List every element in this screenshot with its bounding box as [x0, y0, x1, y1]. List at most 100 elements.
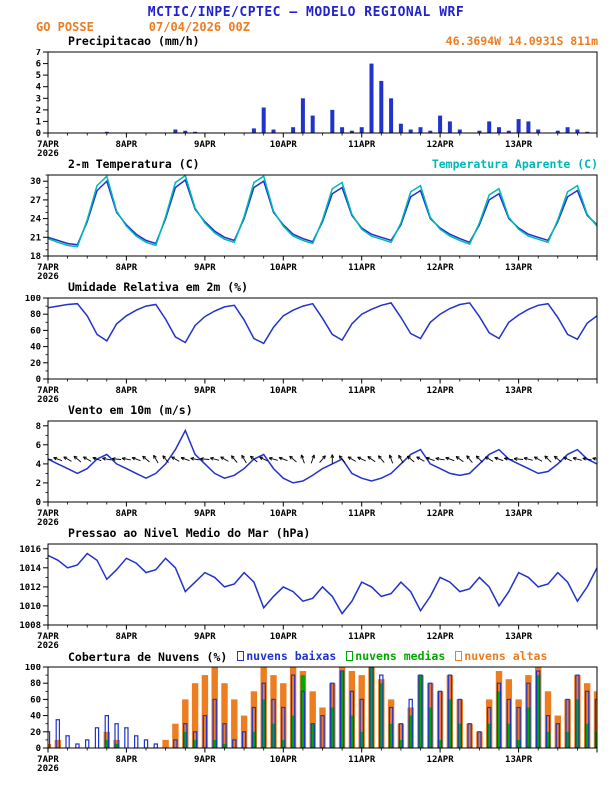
cloud-bar: [584, 723, 590, 748]
cloud-bar: [359, 731, 364, 748]
wind-barb-head-icon: [572, 456, 577, 459]
temperature-title: 2-m Temperatura (C): [68, 157, 200, 171]
wind-barb-icon: [494, 457, 504, 462]
cloud-bar: [545, 714, 551, 748]
page-header: MCTIC/INPE/CPTEC — MODELO REGIONAL WRF G…: [0, 5, 612, 34]
x-tick-label: 8APR: [116, 755, 138, 765]
x-tick-label: 12APR: [427, 509, 455, 519]
y-tick-label: 0: [36, 498, 41, 508]
wind-barb-head-icon: [142, 456, 145, 460]
precip-bar: [487, 121, 492, 133]
x-tick-label: 7APR: [37, 509, 59, 519]
cloud-bar: [271, 698, 276, 748]
legend-swatch-low-clouds-icon: [237, 651, 245, 661]
y-tick-label: 4: [36, 460, 42, 470]
precip-bar: [369, 63, 374, 133]
cloud-bar: [506, 698, 512, 748]
wind-barb-head-icon: [339, 455, 343, 458]
cloud-bar: [232, 739, 237, 748]
precip-bar: [251, 128, 256, 133]
legend-nuvens-medias: nuvens medias: [346, 649, 445, 663]
wind-title: Vento em 10m (m/s): [68, 403, 193, 417]
cloud-bar: [428, 707, 433, 748]
panel-temperature-header: 2-m Temperatura (C) Temperatura Aparente…: [0, 157, 612, 172]
cloud-bar: [192, 731, 198, 748]
series-line: [48, 552, 597, 615]
wind-barb-head-icon: [200, 457, 204, 460]
wind-barb-icon: [200, 458, 210, 460]
precip-bar: [555, 130, 560, 133]
cloud-bar: [182, 731, 188, 748]
wind-barb-head-icon: [466, 455, 469, 460]
cloud-bar: [388, 706, 394, 748]
cloud-bar: [320, 714, 325, 748]
wind-barb-head-icon: [357, 456, 361, 461]
precip-bar: [506, 130, 511, 133]
plot-frame: [47, 174, 598, 257]
x-tick-label: 9APR: [194, 755, 216, 765]
cloud-bar: [114, 723, 119, 748]
wind-barb-icon: [475, 455, 483, 463]
cloud-bar: [261, 699, 266, 748]
wind-barb-head-icon: [200, 458, 204, 461]
station-name: GO POSSE: [36, 20, 94, 34]
wind-barb-head-icon: [572, 457, 576, 461]
wind-barb-icon: [73, 455, 82, 463]
wind-barb-head-icon: [533, 456, 537, 460]
cloud-bar: [496, 691, 502, 748]
cloud-bar: [192, 739, 198, 748]
cloud-bar: [496, 682, 502, 748]
precip-bar: [536, 129, 541, 133]
wind-barb-icon: [153, 454, 159, 464]
y-tick-label: 27: [30, 196, 41, 206]
cloud-bar: [65, 735, 70, 748]
wind-barb-icon: [445, 457, 455, 462]
wind-barb-icon: [131, 457, 141, 462]
x-tick-label: 11APR: [348, 509, 376, 519]
x-year-label: 2026: [37, 641, 59, 649]
y-tick-label: 0: [36, 744, 41, 754]
y-tick-label: 5: [36, 71, 41, 81]
wind-barb-head-icon: [416, 456, 419, 460]
cloud-bar: [379, 683, 384, 748]
wind-barb-head-icon: [210, 456, 214, 459]
precipitation-title: Precipitacao (mm/h): [68, 34, 200, 48]
wind-barb-icon: [338, 455, 346, 463]
precip-bar: [575, 129, 580, 133]
cloud-bar: [339, 670, 345, 748]
wind-barb-icon: [102, 457, 112, 461]
series-line: [48, 175, 597, 248]
y-tick-label: 2: [36, 106, 41, 116]
wind-barb-icon: [347, 456, 357, 462]
wind-barb-icon: [416, 456, 425, 462]
wind-barb-icon: [523, 457, 533, 461]
cloud-bar: [330, 682, 335, 748]
cloud-bar: [162, 739, 169, 748]
cloud-bar: [339, 671, 345, 748]
precip-bar: [193, 131, 198, 133]
precip-bar: [261, 107, 266, 133]
cloud-bar: [516, 706, 521, 748]
legend-swatch-mid-clouds-icon: [346, 651, 354, 661]
wind-barb-head-icon: [406, 456, 410, 460]
apparent-temperature-label: Temperatura Aparente (C): [431, 157, 598, 171]
precip-bar: [389, 98, 394, 133]
cloud-bar: [281, 739, 286, 748]
wind-barb-icon: [48, 458, 53, 461]
wind-barb-icon: [357, 456, 366, 462]
cloud-bar: [84, 739, 90, 748]
wind-barb-icon: [367, 456, 376, 463]
cloud-bar: [359, 698, 364, 748]
precip-bar: [585, 131, 590, 133]
cloud-bar: [134, 735, 139, 748]
cloud-bar: [428, 682, 433, 748]
panel-cloud-cover: Cobertura de Nuvens (%) nuvens baixas nu…: [0, 649, 612, 772]
wind-barb-head-icon: [44, 457, 47, 458]
y-tick-label: 4: [36, 83, 42, 93]
cloud-bar: [526, 707, 531, 748]
temperature-chart: 18 21 24 27 30 7APR 8APR 9APR 10APR 11APR 12APR 13A…: [30, 174, 598, 280]
x-tick-label: 8APR: [116, 386, 138, 396]
y-tick-label: 20: [30, 728, 41, 738]
precip-bar: [428, 130, 433, 133]
wind-barb-head-icon: [268, 457, 273, 461]
